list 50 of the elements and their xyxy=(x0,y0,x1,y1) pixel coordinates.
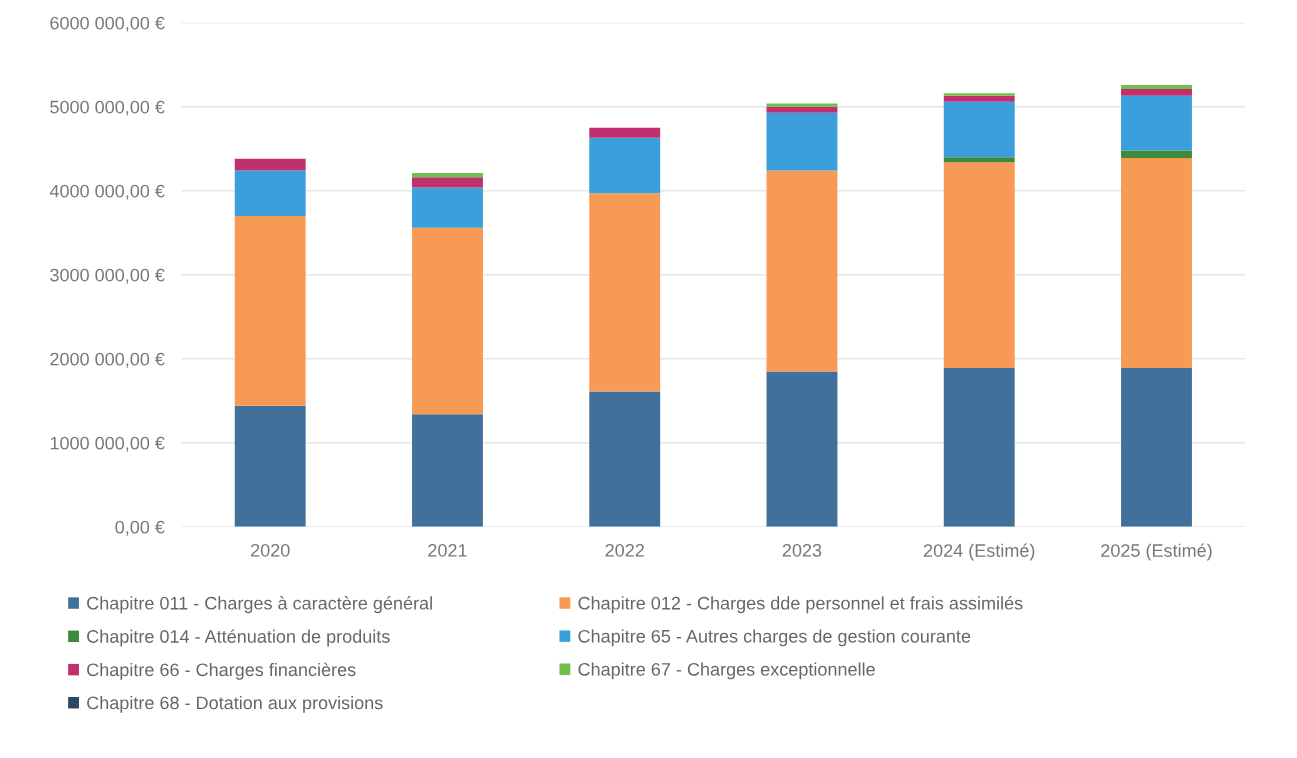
bar xyxy=(589,391,661,527)
bar xyxy=(943,93,1015,96)
bar xyxy=(589,137,661,194)
bar xyxy=(766,106,838,113)
bar xyxy=(1121,150,1192,158)
x-tick-label: 2021 xyxy=(428,543,467,557)
bar xyxy=(943,95,1015,102)
x-tick-label: 2022 xyxy=(605,543,644,557)
bar xyxy=(943,157,1015,163)
bar xyxy=(412,227,483,415)
bar xyxy=(412,177,483,188)
legend-label: Chapitre 011 - Charges à caractère général xyxy=(87,596,432,614)
legend-label: Chapitre 66 - Charges financières xyxy=(87,662,356,680)
bar xyxy=(1121,84,1192,90)
y-tick-label: 0,00 € xyxy=(115,520,165,536)
bar xyxy=(766,103,838,107)
legend-label: Chapitre 012 - Charges dde personnel et frais assimilés xyxy=(578,596,1023,614)
bar xyxy=(943,162,1015,369)
bar xyxy=(766,371,838,527)
legend-label: Chapitre 65 - Autres charges de gestion courante xyxy=(578,629,971,647)
legend-label: Chapitre 014 - Atténuation de produits xyxy=(87,629,390,647)
bar xyxy=(943,101,1015,158)
legend-label: Chapitre 67 - Charges exceptionnelle xyxy=(578,662,875,680)
bar xyxy=(766,112,838,171)
y-tick-label: 4000 000,00 € xyxy=(49,184,165,200)
bar xyxy=(1121,158,1192,369)
y-tick-label: 2000 000,00 € xyxy=(50,352,165,368)
bar xyxy=(234,170,306,216)
y-tick-label: 3000 000,00 € xyxy=(50,268,165,284)
bar xyxy=(1121,368,1192,527)
bar xyxy=(1121,89,1192,96)
bar xyxy=(589,193,661,392)
bar xyxy=(412,173,483,178)
legend-label: Chapitre 68 - Dotation aux provisions xyxy=(87,696,383,713)
x-tick-label: 2023 xyxy=(782,543,822,557)
bar xyxy=(234,215,306,406)
bar xyxy=(589,127,661,138)
bar xyxy=(943,368,1015,527)
x-tick-label: 2024 (Estimé) xyxy=(923,543,1035,561)
bar xyxy=(766,170,838,372)
x-tick-label: 2020 xyxy=(251,543,290,557)
y-tick-label: 5000 000,00 € xyxy=(50,100,165,116)
bar xyxy=(1121,95,1192,151)
bar xyxy=(234,405,306,527)
bar xyxy=(412,187,483,228)
x-tick-label: 2025 (Estimé) xyxy=(1101,543,1212,561)
y-tick-label: 1000 000,00 € xyxy=(50,436,165,452)
bar xyxy=(412,414,483,527)
y-tick-label: 6000 000,00 € xyxy=(50,16,165,32)
bar xyxy=(234,158,306,171)
